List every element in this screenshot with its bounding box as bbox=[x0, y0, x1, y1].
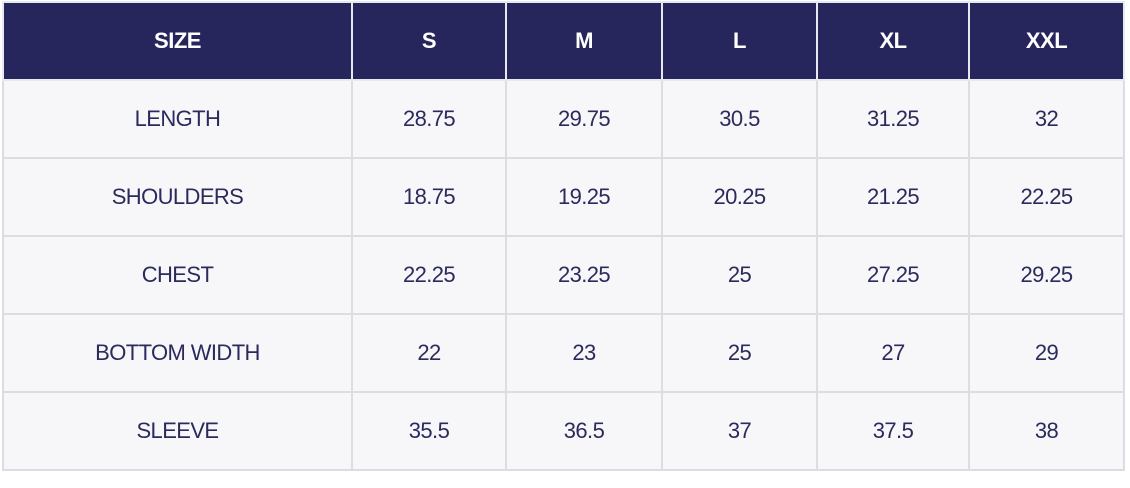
measurement-value: 28.75 bbox=[351, 79, 507, 159]
measurement-name: SHOULDERS bbox=[2, 157, 353, 237]
measurement-value: 29.75 bbox=[505, 79, 663, 159]
measurement-value: 32 bbox=[968, 79, 1125, 159]
measurement-value: 37.5 bbox=[816, 391, 970, 471]
measurement-row: SHOULDERS 18.75 19.25 20.25 21.25 22.25 bbox=[2, 157, 1125, 237]
table-header: SIZE S M L XL XXL bbox=[2, 1, 1125, 81]
size-header: XL bbox=[816, 1, 970, 81]
measurement-name: BOTTOM WIDTH bbox=[2, 313, 353, 393]
measurement-value: 22.25 bbox=[968, 157, 1125, 237]
measurement-value: 23 bbox=[505, 313, 663, 393]
measurement-name: CHEST bbox=[2, 235, 353, 315]
measurement-name: LENGTH bbox=[2, 79, 353, 159]
measurement-value: 35.5 bbox=[351, 391, 507, 471]
size-table: SIZE S M L XL XXL LENGTH 28.75 29.75 30.5 31.25 32… bbox=[2, 1, 1125, 471]
measurement-value: 22 bbox=[351, 313, 507, 393]
measurement-value: 37 bbox=[661, 391, 818, 471]
measurement-name: SLEEVE bbox=[2, 391, 353, 471]
size-header: M bbox=[505, 1, 663, 81]
measurement-row: BOTTOM WIDTH 22 23 25 27 29 bbox=[2, 313, 1125, 393]
measurement-value: 31.25 bbox=[816, 79, 970, 159]
measurement-value: 22.25 bbox=[351, 235, 507, 315]
measurement-value: 38 bbox=[968, 391, 1125, 471]
measurement-value: 20.25 bbox=[661, 157, 818, 237]
measurement-value: 25 bbox=[661, 313, 818, 393]
measurement-value: 27 bbox=[816, 313, 970, 393]
size-header: S bbox=[351, 1, 507, 81]
header-label: SIZE bbox=[2, 1, 353, 81]
measurement-value: 30.5 bbox=[661, 79, 818, 159]
header-row: SIZE S M L XL XXL bbox=[2, 1, 1125, 81]
measurement-value: 25 bbox=[661, 235, 818, 315]
table-body: LENGTH 28.75 29.75 30.5 31.25 32 SHOULDERS 18.7… bbox=[2, 79, 1125, 471]
size-header: XXL bbox=[968, 1, 1125, 81]
measurement-value: 21.25 bbox=[816, 157, 970, 237]
size-chart: SIZE S M L XL XXL LENGTH 28.75 29.75 30.5 31.25 32… bbox=[2, 1, 1125, 471]
measurement-value: 23.25 bbox=[505, 235, 663, 315]
measurement-row: SLEEVE 35.5 36.5 37 37.5 38 bbox=[2, 391, 1125, 471]
measurement-value: 19.25 bbox=[505, 157, 663, 237]
measurement-value: 29.25 bbox=[968, 235, 1125, 315]
measurement-row: CHEST 22.25 23.25 25 27.25 29.25 bbox=[2, 235, 1125, 315]
measurement-value: 29 bbox=[968, 313, 1125, 393]
size-header: L bbox=[661, 1, 818, 81]
measurement-value: 18.75 bbox=[351, 157, 507, 237]
measurement-row: LENGTH 28.75 29.75 30.5 31.25 32 bbox=[2, 79, 1125, 159]
measurement-value: 36.5 bbox=[505, 391, 663, 471]
measurement-value: 27.25 bbox=[816, 235, 970, 315]
